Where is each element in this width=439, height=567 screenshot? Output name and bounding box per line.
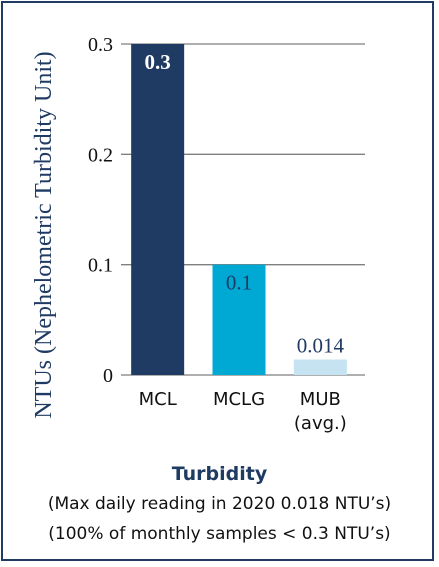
chart-frame: 0 0.1 0.2 0.3 0.3 MCL 0.1 MCLG 0.014 MUB (avg.) NT… xyxy=(1,1,434,561)
caption-title: Turbidity xyxy=(171,463,268,485)
caption-monthly-samples: (100% of monthly samples < 0.3 NTU’s) xyxy=(48,524,391,544)
y-tick-label: 0.2 xyxy=(88,144,113,166)
x-category-label: MCLG xyxy=(213,389,265,410)
data-label: 0.014 xyxy=(297,334,345,358)
y-axis-label: NTUs (Nephelometric Turbidity Unit) xyxy=(31,51,57,418)
bar xyxy=(131,44,185,375)
bars xyxy=(131,44,347,375)
y-tick-label: 0 xyxy=(103,365,113,387)
chart-text: 0 0.1 0.2 0.3 0.3 MCL 0.1 MCLG 0.014 MUB (avg.) xyxy=(88,34,347,434)
x-category-label: MUB xyxy=(300,389,341,410)
bar xyxy=(212,264,266,375)
bar xyxy=(293,359,347,375)
turbidity-bar-chart: 0 0.1 0.2 0.3 0.3 MCL 0.1 MCLG 0.014 MUB (avg.) NT… xyxy=(31,34,365,434)
y-tick-label: 0.3 xyxy=(88,34,113,56)
data-label: 0.1 xyxy=(226,271,252,295)
caption-max-reading: (Max daily reading in 2020 0.018 NTU’s) xyxy=(47,494,392,514)
chart-caption: Turbidity (Max daily reading in 2020 0.0… xyxy=(3,459,436,549)
x-category-label: (avg.) xyxy=(294,413,347,434)
data-label: 0.3 xyxy=(145,50,171,74)
y-tick-label: 0.1 xyxy=(88,255,113,277)
x-category-label: MCL xyxy=(139,389,177,410)
